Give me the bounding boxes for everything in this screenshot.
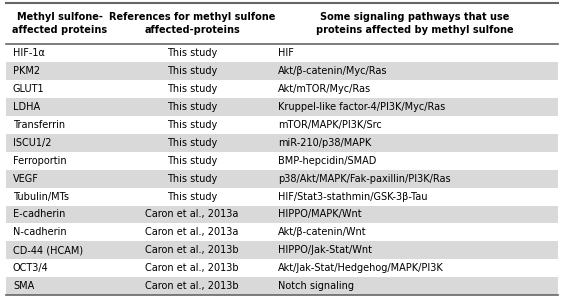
Text: This study: This study bbox=[167, 84, 217, 94]
Text: GLUT1: GLUT1 bbox=[13, 84, 45, 94]
Bar bbox=[6, 152, 558, 170]
Text: This study: This study bbox=[167, 48, 217, 58]
Text: Akt/β-catenin/Myc/Ras: Akt/β-catenin/Myc/Ras bbox=[278, 66, 388, 76]
Text: Caron et al., 2013b: Caron et al., 2013b bbox=[146, 263, 239, 273]
Text: Akt/Jak-Stat/Hedgehog/MAPK/PI3K: Akt/Jak-Stat/Hedgehog/MAPK/PI3K bbox=[278, 263, 444, 273]
Text: HIF/Stat3-stathmin/GSK-3β-Tau: HIF/Stat3-stathmin/GSK-3β-Tau bbox=[278, 192, 428, 202]
Bar bbox=[6, 277, 558, 295]
Bar bbox=[6, 170, 558, 188]
Text: E-cadherin: E-cadherin bbox=[13, 209, 65, 219]
Bar bbox=[6, 188, 558, 206]
Bar bbox=[6, 259, 558, 277]
Text: p38/Akt/MAPK/Fak-paxillin/PI3K/Ras: p38/Akt/MAPK/Fak-paxillin/PI3K/Ras bbox=[278, 174, 451, 184]
Text: Caron et al., 2013a: Caron et al., 2013a bbox=[146, 209, 239, 219]
Text: mTOR/MAPK/PI3K/Src: mTOR/MAPK/PI3K/Src bbox=[278, 120, 382, 130]
Text: PKM2: PKM2 bbox=[13, 66, 40, 76]
Text: This study: This study bbox=[167, 156, 217, 166]
Text: HIPPO/Jak-Stat/Wnt: HIPPO/Jak-Stat/Wnt bbox=[278, 245, 372, 255]
Bar bbox=[6, 98, 558, 116]
Text: ISCU1/2: ISCU1/2 bbox=[13, 138, 51, 148]
Text: miR-210/p38/MAPK: miR-210/p38/MAPK bbox=[278, 138, 372, 148]
Bar bbox=[6, 80, 558, 98]
Text: Caron et al., 2013a: Caron et al., 2013a bbox=[146, 227, 239, 237]
Text: LDHA: LDHA bbox=[13, 102, 40, 112]
Text: VEGF: VEGF bbox=[13, 174, 39, 184]
Text: This study: This study bbox=[167, 192, 217, 202]
Text: Transferrin: Transferrin bbox=[13, 120, 65, 130]
Bar bbox=[6, 116, 558, 134]
Text: OCT3/4: OCT3/4 bbox=[13, 263, 49, 273]
Bar bbox=[6, 134, 558, 152]
Bar bbox=[6, 206, 558, 223]
Text: Akt/mTOR/Myc/Ras: Akt/mTOR/Myc/Ras bbox=[278, 84, 372, 94]
Text: BMP-hepcidin/SMAD: BMP-hepcidin/SMAD bbox=[278, 156, 377, 166]
Bar bbox=[6, 62, 558, 80]
Text: Kruppel-like factor-4/PI3K/Myc/Ras: Kruppel-like factor-4/PI3K/Myc/Ras bbox=[278, 102, 446, 112]
Bar bbox=[6, 44, 558, 62]
Text: This study: This study bbox=[167, 66, 217, 76]
Text: HIF: HIF bbox=[278, 48, 294, 58]
Bar bbox=[6, 3, 558, 44]
Text: Ferroportin: Ferroportin bbox=[13, 156, 67, 166]
Text: Caron et al., 2013b: Caron et al., 2013b bbox=[146, 245, 239, 255]
Text: This study: This study bbox=[167, 138, 217, 148]
Text: N-cadherin: N-cadherin bbox=[13, 227, 67, 237]
Text: Tubulin/MTs: Tubulin/MTs bbox=[13, 192, 69, 202]
Bar bbox=[6, 241, 558, 259]
Text: References for methyl sulfone
affected-proteins: References for methyl sulfone affected-p… bbox=[109, 12, 275, 35]
Text: This study: This study bbox=[167, 102, 217, 112]
Text: Some signaling pathways that use
proteins affected by methyl sulfone: Some signaling pathways that use protein… bbox=[316, 12, 513, 35]
Text: Notch signaling: Notch signaling bbox=[278, 281, 354, 291]
Text: SMA: SMA bbox=[13, 281, 34, 291]
Text: Methyl sulfone-
affected proteins: Methyl sulfone- affected proteins bbox=[12, 12, 107, 35]
Text: CD-44 (HCAM): CD-44 (HCAM) bbox=[13, 245, 83, 255]
Text: This study: This study bbox=[167, 120, 217, 130]
Text: Caron et al., 2013b: Caron et al., 2013b bbox=[146, 281, 239, 291]
Text: HIPPO/MAPK/Wnt: HIPPO/MAPK/Wnt bbox=[278, 209, 362, 219]
Bar bbox=[6, 223, 558, 241]
Text: This study: This study bbox=[167, 174, 217, 184]
Text: Akt/β-catenin/Wnt: Akt/β-catenin/Wnt bbox=[278, 227, 367, 237]
Text: HIF-1α: HIF-1α bbox=[13, 48, 45, 58]
